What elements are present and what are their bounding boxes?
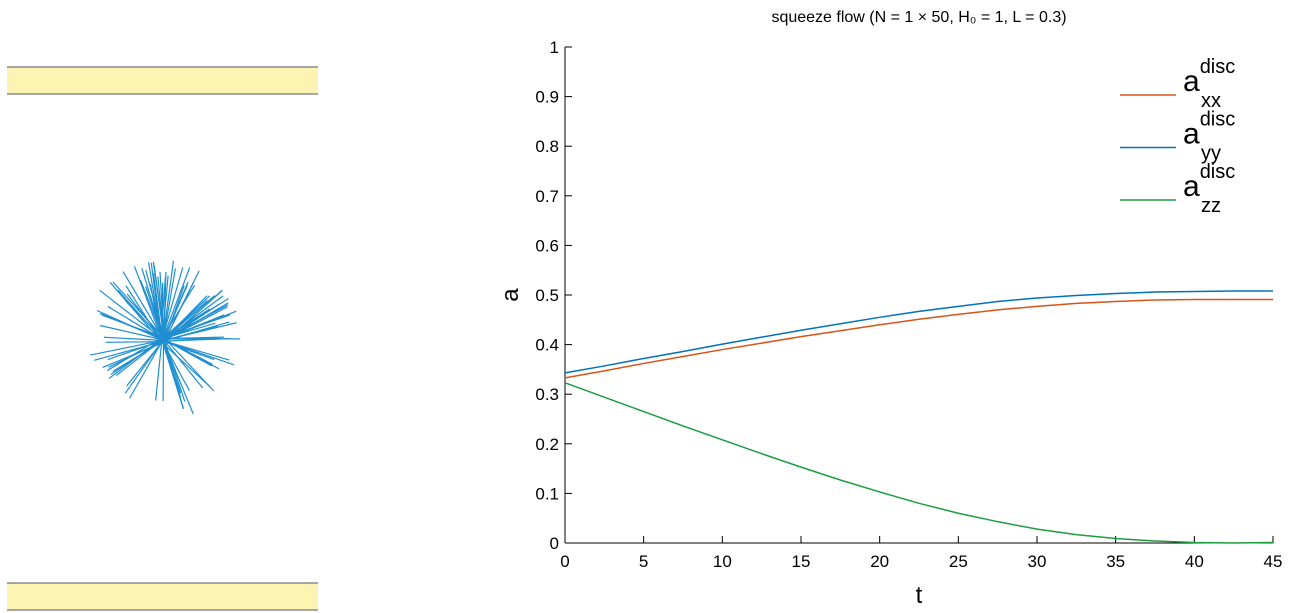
fiber (115, 338, 164, 376)
x-tick-label: 20 (870, 552, 889, 571)
fiber (164, 290, 223, 343)
fiber (90, 339, 165, 356)
legend-entry: adisc zz (1183, 161, 1235, 217)
fiber (103, 336, 162, 342)
fiber (155, 340, 163, 401)
legend-sup: disc (1200, 161, 1236, 183)
y-tick-label: 0.4 (535, 336, 559, 355)
fiber (162, 340, 182, 394)
fiber (108, 338, 162, 379)
x-axis-label: t (916, 582, 923, 609)
legend-base: a (1183, 118, 1200, 151)
y-tick-label: 0.3 (535, 385, 559, 404)
fiber (99, 289, 163, 340)
y-tick-label: 0.5 (535, 286, 559, 305)
x-tick-label: 0 (560, 552, 569, 571)
legend-sup: disc (1200, 109, 1236, 131)
fiber (105, 341, 162, 343)
fiber (125, 300, 165, 341)
x-tick-label: 25 (949, 552, 968, 571)
fiber (122, 271, 164, 339)
fiber (141, 268, 164, 339)
x-tick-label: 35 (1106, 552, 1125, 571)
fiber (162, 268, 177, 342)
fiber (162, 260, 175, 339)
fiber (139, 279, 165, 341)
fiber-panel (7, 66, 318, 611)
y-tick-label: 0.2 (535, 435, 559, 454)
y-tick-label: 0.6 (535, 236, 559, 255)
legend-sup: disc (1200, 56, 1236, 78)
fiber (164, 310, 237, 340)
fiber (129, 338, 164, 399)
fiber (161, 295, 224, 342)
series-line (564, 382, 1274, 544)
fiber (161, 339, 215, 361)
fiber (160, 341, 211, 388)
series-line (564, 290, 1273, 374)
fiber (152, 261, 166, 339)
fiber (161, 339, 230, 361)
y-tick-label: 0.1 (535, 484, 559, 503)
legend-sub: xx (1201, 90, 1221, 112)
x-tick-label: 15 (792, 552, 811, 571)
legend-sub: yy (1201, 143, 1221, 165)
legend-base: a (1183, 170, 1200, 203)
legend-entry: adisc yy (1183, 109, 1235, 165)
fiber (133, 266, 163, 340)
fiber (99, 324, 165, 341)
y-tick-label: 0.9 (535, 88, 559, 107)
fiber (163, 321, 230, 342)
fiber (145, 270, 166, 342)
y-tick-label: 0 (550, 534, 559, 553)
fiber (162, 338, 204, 389)
y-axis-label: a (497, 288, 524, 302)
fiber (126, 341, 163, 387)
chart-title: squeeze flow (N = 1 × 50, H₀ = 1, L = 0.… (771, 9, 1066, 26)
fiber (163, 282, 195, 342)
y-tick-label: 0.8 (535, 137, 559, 156)
bottom-plate (7, 583, 318, 610)
fiber (107, 339, 164, 361)
y-tick-label: 1 (550, 38, 559, 57)
plot-area: 00.10.20.30.40.50.60.70.80.910 5 10 15 20 25 3… (535, 38, 1282, 571)
x-tick-label: 30 (1028, 552, 1047, 571)
y-tick-label: 0.7 (535, 187, 559, 206)
fibers (90, 260, 241, 415)
fiber (161, 339, 184, 409)
fiber (112, 281, 166, 340)
x-tick-label: 40 (1185, 552, 1204, 571)
x-tick-label: 45 (1264, 552, 1283, 571)
x-tick-label: 10 (713, 552, 732, 571)
legend-sub: zz (1201, 195, 1221, 217)
fiber (164, 285, 185, 341)
legend-entry: adisc xx (1183, 56, 1235, 112)
x-tick-label: 5 (639, 552, 648, 571)
fiber (161, 300, 205, 343)
fiber (161, 267, 191, 342)
series-line (564, 298, 1273, 379)
fiber (164, 337, 215, 392)
fiber (149, 283, 163, 342)
top-plate (7, 67, 318, 94)
fiber (96, 309, 164, 342)
legend-base: a (1183, 65, 1200, 98)
